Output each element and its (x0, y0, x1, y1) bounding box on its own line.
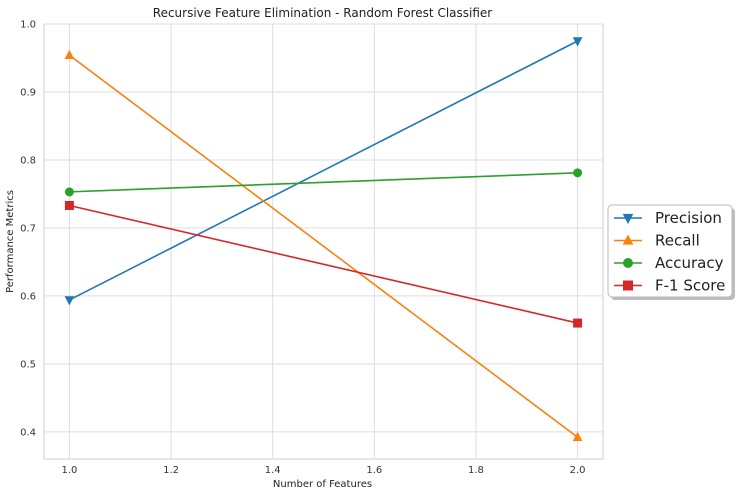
y-tick-label: 0.7 (20, 223, 36, 234)
legend-marker-precision (622, 213, 634, 225)
f-1-score-data-point (64, 200, 74, 210)
x-tick-label: 1.8 (468, 465, 484, 476)
y-tick-label: 0.4 (20, 427, 36, 438)
legend-marker-f-1-score (623, 280, 633, 291)
chart-title: Recursive Feature Elimination - Random F… (153, 6, 493, 20)
y-tick-label: 0.8 (20, 155, 36, 166)
recall-data-point (572, 431, 583, 441)
x-tick-label: 2.0 (570, 465, 586, 476)
legend-label-f-1-score: F-1 Score (655, 277, 725, 295)
f-1-score-series-line (69, 204, 578, 324)
legend-label-recall: Recall (655, 232, 700, 250)
legend-marker-recall (622, 234, 634, 245)
recall-data-point (64, 49, 75, 59)
legend-items: Precision Recall Accuracy F-1 Score (614, 209, 725, 295)
series-markers (64, 37, 583, 441)
x-tick-label: 1.6 (366, 465, 382, 476)
legend-label-precision: Precision (655, 209, 722, 227)
precision-series-line (69, 40, 578, 301)
y-tick-label: 0.5 (20, 359, 36, 370)
f-1-score-data-point (573, 318, 583, 328)
y-tick-label: 1.0 (20, 20, 36, 31)
y-axis-label: Performance Metrics (5, 190, 16, 293)
precision-data-point (64, 296, 75, 306)
recall-series-line (68, 54, 579, 438)
accuracy-data-point (64, 187, 74, 197)
x-tick-label: 1.0 (61, 465, 77, 476)
x-axis-label: Number of Features (273, 479, 372, 490)
x-tick-label: 1.2 (163, 465, 179, 476)
y-tick-label: 0.6 (20, 291, 36, 302)
precision-data-point (572, 37, 583, 47)
grid (44, 23, 603, 459)
x-axis-ticks: 1.0 1.2 1.4 1.6 1.8 2.0 (61, 465, 585, 476)
y-axis-ticks: 0.4 0.5 0.6 0.7 0.8 0.9 1.0 (20, 20, 36, 439)
accuracy-series-line (69, 172, 578, 193)
legend: Precision Recall Accuracy F-1 Score (607, 204, 735, 300)
legend-marker-accuracy (623, 258, 633, 268)
y-tick-label: 0.9 (20, 87, 36, 98)
legend-box (607, 204, 733, 298)
accuracy-data-point (573, 168, 583, 178)
legend-label-accuracy: Accuracy (655, 254, 724, 272)
x-tick-label: 1.4 (265, 465, 281, 476)
series-lines (68, 40, 579, 438)
